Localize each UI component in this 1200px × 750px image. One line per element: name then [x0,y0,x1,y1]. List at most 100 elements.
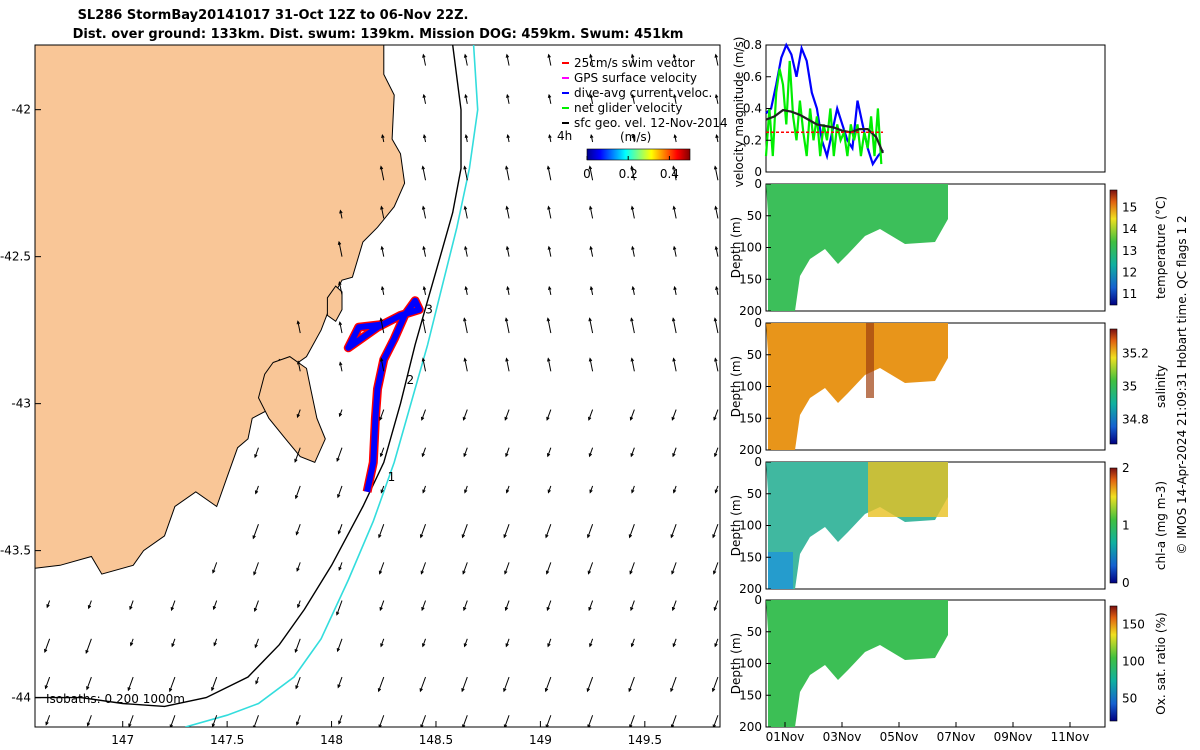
velocity-arrow [338,409,343,418]
velocity-arrow [253,562,259,576]
velocity-arrow [464,245,468,257]
velocity-arrow [252,715,259,727]
velocity-arrow [630,638,635,648]
velocity-arrow [463,205,468,219]
velocity-arrow [505,245,510,257]
velocity-y-tick-label: 0.2 [743,133,762,147]
velocity-arrow [631,485,635,494]
velocity-arrow [297,360,301,372]
section-colorbar-tick-label: 11 [1122,287,1137,301]
velocity-arrow [631,134,636,143]
velocity-arrow [464,93,468,104]
velocity-arrow [421,447,427,458]
velocity-arrow [631,285,635,295]
map-colorbar-tick-label: 0.2 [619,167,638,181]
section-data-field [766,600,948,727]
velocity-arrow [588,165,594,181]
velocity-arrow [128,715,134,727]
velocity-ylabel: velocity magnitude (m/s) [732,37,746,188]
section-colorbar-tick-label: 14 [1122,222,1137,236]
velocity-arrow [628,523,635,539]
velocity-arrow [631,93,635,104]
velocity-arrow [713,317,719,334]
velocity-arrow [672,638,677,648]
section-y-tick-label: 50 [747,209,762,223]
velocity-arrow [464,485,468,494]
velocity-arrow [505,638,510,648]
velocity-arrow [589,485,594,494]
velocity-arrow [463,165,468,181]
velocity-arrow [714,357,719,372]
velocity-panel: 0 0.2 0.4 0.6 0.8 velocity magnitude (m/s) [732,37,1106,188]
section-y-tick-label: 100 [739,519,762,533]
velocity-arrow [505,447,510,458]
velocity-axes-box [765,44,1106,173]
velocity-arrow [503,676,510,693]
section-colorbar-tick-label: 150 [1122,618,1145,632]
velocity-arrow [380,245,385,257]
velocity-arrow [213,638,218,647]
island [326,285,343,323]
velocity-arrow [294,638,301,654]
section-colorbar [1109,328,1118,445]
velocity-arrow [380,285,385,295]
velocity-arrow [630,205,635,219]
velocity-arrow [545,523,552,539]
map-y-tick-label: -43.5 [0,544,31,558]
velocity-arrow [381,134,385,143]
section-colorbar-tick-label: 35 [1122,380,1137,394]
velocity-arrow [420,562,427,575]
velocity-arrow [85,638,92,654]
velocity-arrow [546,409,552,421]
velocity-arrow [379,357,385,372]
velocity-arrow [419,676,427,693]
velocity-arrow [504,409,510,421]
velocity-arrow [714,53,719,66]
velocity-arrow [588,205,594,219]
velocity-arrow [255,676,259,685]
velocity-y-tick-label: 0.6 [743,70,762,84]
map-x-tick-label: 149 [529,733,552,747]
velocity-arrow [379,447,385,458]
velocity-arrow [546,600,552,612]
map-colorbar-prefix: 4h [557,129,572,143]
section-y-tick-label: 0 [754,316,762,330]
section-y-tick-label: 100 [739,657,762,671]
velocity-arrow [588,409,594,421]
velocity-arrow [296,562,301,572]
velocity-arrow [630,447,635,458]
velocity-arrow [422,285,427,295]
velocity-arrow [504,600,510,612]
velocity-arrow [714,205,719,219]
section-ylabel: Depth (m) [729,356,743,417]
velocity-arrow [714,485,719,494]
velocity-arrow [586,676,594,693]
velocity-arrow [589,53,594,66]
velocity-arrow [504,317,510,334]
velocity-arrow [547,485,552,494]
section-colorbar-tick-label: 15 [1122,200,1137,214]
velocity-arrow [379,317,385,334]
map-x-tick-label: 147.5 [210,733,244,747]
velocity-arrow [463,638,468,648]
velocity-y-tick-label: 0 [754,165,762,179]
track-marker-3: 3 [425,303,433,317]
velocity-arrow [420,715,427,727]
velocity-arrow [464,134,469,143]
velocity-arrow [505,205,510,219]
velocity-arrow [548,285,552,295]
isobath-1000 [185,45,479,727]
section-data-field [766,323,948,450]
velocity-arrow [672,357,677,372]
velocity-y-tick-label: 0.8 [743,38,762,52]
velocity-arrow [44,638,51,654]
velocity-arrow [546,317,552,334]
section-colorbar-label: temperature (°C) [1154,196,1168,299]
velocity-arrow [379,409,385,421]
velocity-arrow [505,165,510,181]
velocity-arrow [297,600,301,609]
velocity-arrow [336,447,343,462]
chl-surface-bloom [868,462,948,517]
velocity-arrow [212,600,218,611]
